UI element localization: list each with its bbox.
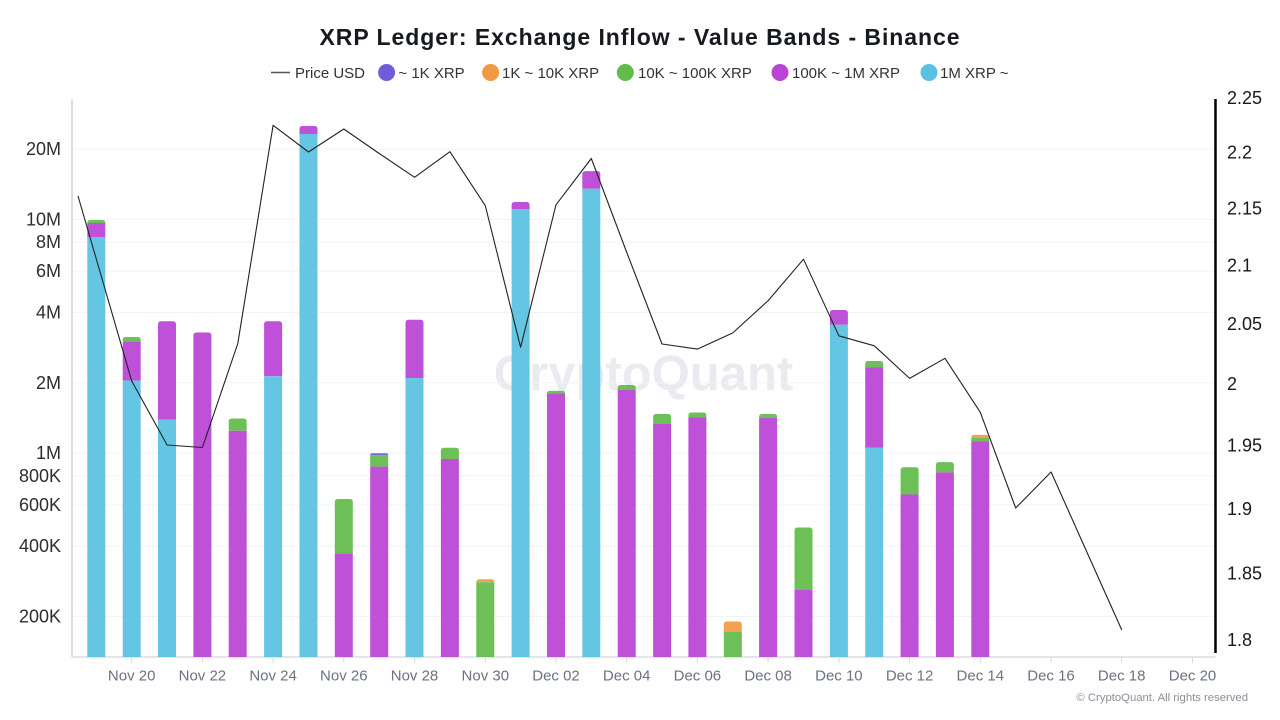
svg-text:Nov 30: Nov 30	[462, 668, 510, 685]
svg-text:Dec 18: Dec 18	[1098, 668, 1146, 685]
svg-text:Dec 02: Dec 02	[532, 668, 580, 685]
svg-text:2.2: 2.2	[1227, 143, 1252, 163]
svg-text:800K: 800K	[19, 466, 61, 486]
svg-text:Dec 06: Dec 06	[674, 668, 722, 685]
svg-text:200K: 200K	[19, 607, 61, 627]
svg-text:Dec 08: Dec 08	[744, 668, 792, 685]
svg-text:1M XRP ~: 1M XRP ~	[940, 65, 1009, 82]
svg-text:2: 2	[1227, 374, 1237, 394]
svg-text:2M: 2M	[36, 373, 61, 393]
svg-text:2.1: 2.1	[1227, 256, 1252, 276]
svg-text:Dec 12: Dec 12	[886, 668, 934, 685]
svg-text:Dec 16: Dec 16	[1027, 668, 1075, 685]
svg-text:1K ~ 10K XRP: 1K ~ 10K XRP	[502, 65, 599, 82]
svg-text:Nov 24: Nov 24	[249, 668, 297, 685]
svg-text:600K: 600K	[19, 495, 61, 515]
svg-text:Dec 14: Dec 14	[957, 668, 1005, 685]
svg-text:1.95: 1.95	[1227, 436, 1262, 456]
svg-text:~ 1K XRP: ~ 1K XRP	[398, 65, 464, 82]
svg-text:Dec 04: Dec 04	[603, 668, 651, 685]
svg-text:4M: 4M	[36, 302, 61, 322]
svg-text:Nov 26: Nov 26	[320, 668, 368, 685]
svg-text:1M: 1M	[36, 443, 61, 463]
svg-text:2.25: 2.25	[1227, 88, 1262, 108]
svg-text:10K ~ 100K XRP: 10K ~ 100K XRP	[638, 65, 752, 82]
svg-text:1.8: 1.8	[1227, 630, 1252, 650]
svg-text:10M: 10M	[26, 209, 61, 229]
svg-text:XRP Ledger: Exchange Inflow -: XRP Ledger: Exchange Inflow - Value Band…	[319, 24, 960, 50]
svg-text:Nov 22: Nov 22	[179, 668, 227, 685]
svg-text:1.85: 1.85	[1227, 564, 1262, 584]
svg-text:Dec 20: Dec 20	[1169, 668, 1217, 685]
svg-text:20M: 20M	[26, 139, 61, 159]
svg-text:CryptoQuant: CryptoQuant	[494, 347, 793, 401]
svg-text:Dec 10: Dec 10	[815, 668, 863, 685]
svg-text:2.15: 2.15	[1227, 198, 1262, 218]
svg-text:2.05: 2.05	[1227, 314, 1262, 334]
svg-text:© CryptoQuant. All rights rese: © CryptoQuant. All rights reserved	[1076, 692, 1248, 704]
svg-text:Price USD: Price USD	[295, 65, 365, 82]
svg-text:1.9: 1.9	[1227, 499, 1252, 519]
svg-text:Nov 28: Nov 28	[391, 668, 439, 685]
svg-text:8M: 8M	[36, 232, 61, 252]
svg-text:Nov 20: Nov 20	[108, 668, 156, 685]
svg-text:400K: 400K	[19, 536, 61, 556]
svg-text:100K ~ 1M XRP: 100K ~ 1M XRP	[792, 65, 900, 82]
svg-text:6M: 6M	[36, 261, 61, 281]
